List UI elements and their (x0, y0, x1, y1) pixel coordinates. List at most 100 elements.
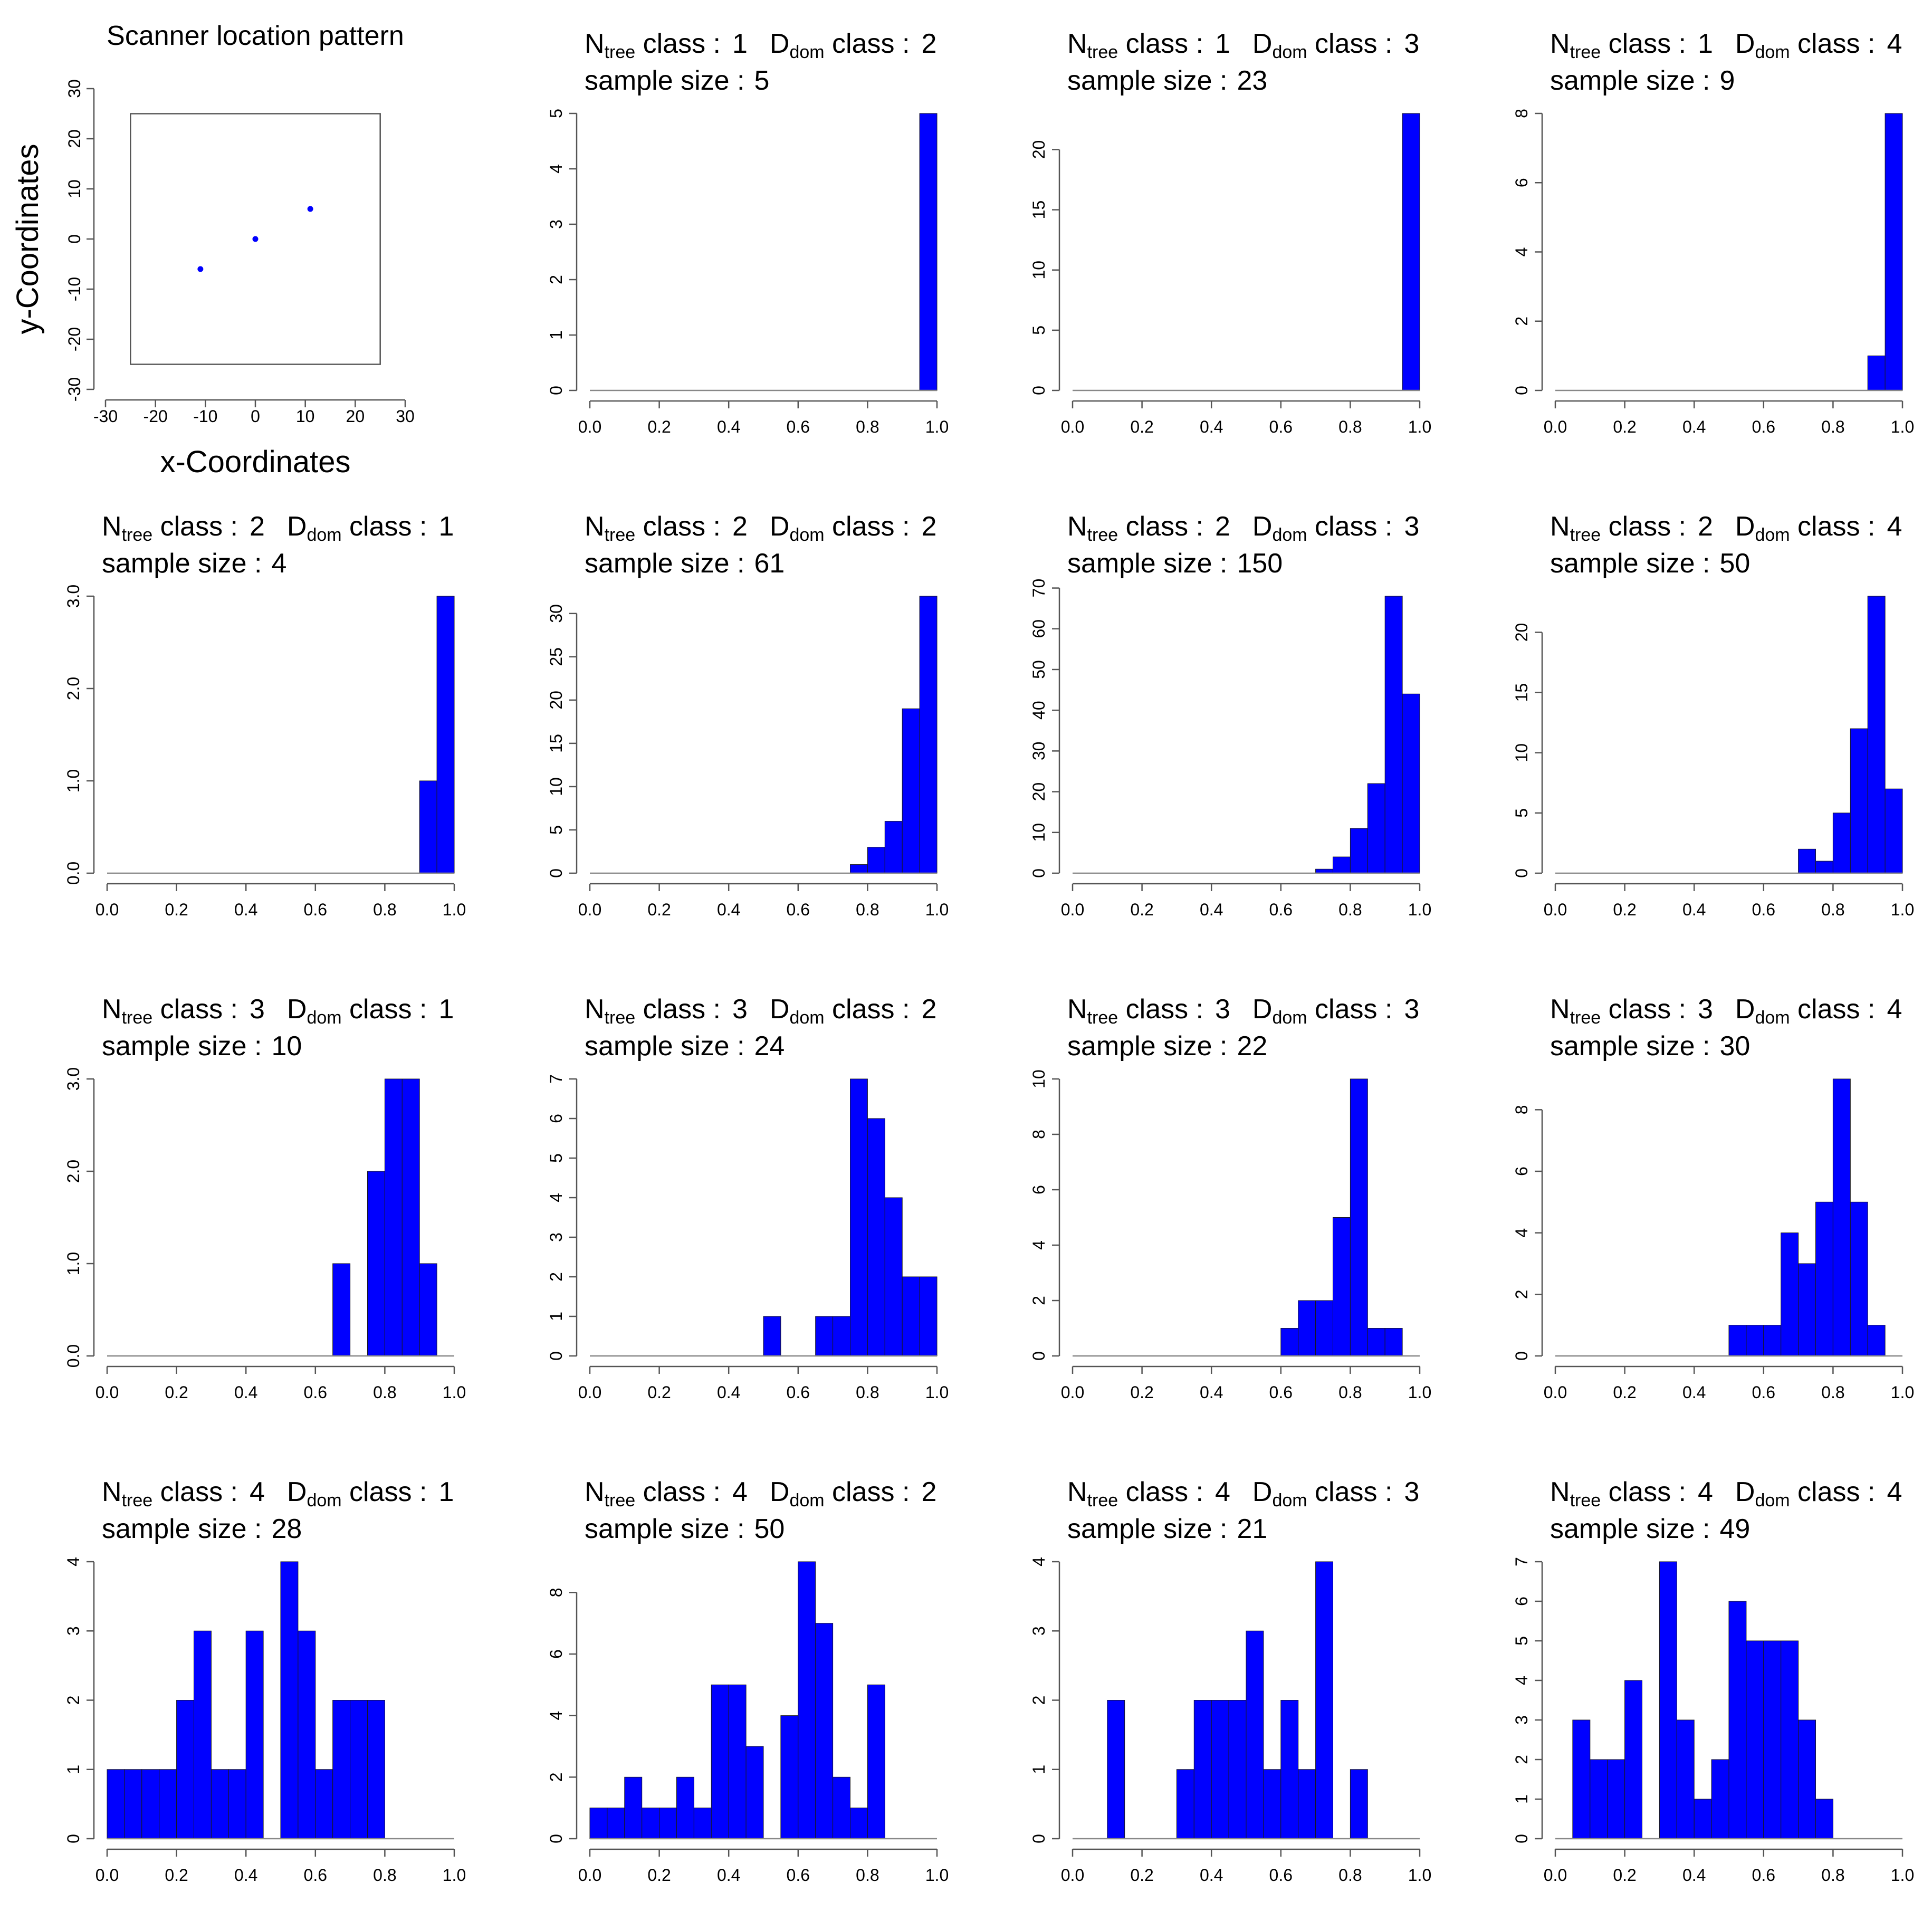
ntree-symbol: N (585, 511, 605, 542)
histogram-y-tick-label: 2 (1029, 1696, 1048, 1705)
histogram-bar (1263, 1769, 1281, 1839)
histogram-bar (1280, 1700, 1299, 1839)
ddom-subscript: dom (1272, 1490, 1307, 1511)
scatter-x-tick-label: -30 (93, 407, 118, 426)
histogram-bar (1850, 1201, 1868, 1356)
histogram-bar (176, 1700, 195, 1839)
ntree-class-word: class : (1118, 1477, 1203, 1507)
scatter-x-tick-label: 20 (346, 407, 365, 426)
histogram-bar (659, 1808, 677, 1839)
histogram-x-tick-label: 0.8 (1338, 1383, 1362, 1402)
sample-size-label: sample size : (585, 548, 744, 579)
histogram-bar (1815, 861, 1833, 874)
histogram-x-tick-label: 0.8 (1821, 417, 1844, 436)
histogram-y-tick-label: 8 (1029, 1130, 1048, 1139)
ntree-class-value: 4 (250, 1477, 265, 1507)
histogram-y-tick-label: 20 (1512, 623, 1531, 642)
histogram-bar (919, 1276, 938, 1356)
ddom-symbol: D (287, 511, 307, 542)
histogram-bar (245, 1630, 264, 1839)
histogram-x-tick-label: 1.0 (1891, 1383, 1914, 1402)
histogram-bar (1298, 1300, 1316, 1356)
ntree-symbol: N (102, 511, 122, 542)
histogram-bar (763, 1316, 781, 1356)
histogram-x-tick-label: 0.2 (165, 1383, 188, 1402)
ntree-class-value: 4 (732, 1477, 748, 1507)
histogram-x-tick-label: 0.8 (373, 1383, 396, 1402)
ddom-class-word: class : (1307, 1477, 1393, 1507)
histogram-y-tick-label: 2 (547, 275, 566, 284)
histogram-x-tick-label: 0.2 (1130, 1866, 1153, 1885)
histogram-bar (1781, 1232, 1799, 1356)
ntree-class-value: 4 (1698, 1477, 1713, 1507)
histogram-y-tick-label: 0 (1029, 1834, 1048, 1843)
panel-sample-size: sample size : 10 (102, 1031, 302, 1062)
ddom-subscript: dom (307, 525, 341, 545)
histogram-bar (1315, 1561, 1334, 1839)
histogram-x-tick-label: 0.2 (647, 417, 671, 436)
ntree-class-value: 2 (732, 511, 748, 542)
histogram-y-tick-label: 10 (1512, 743, 1531, 762)
histogram-bar (1333, 1217, 1351, 1356)
ntree-subscript: tree (605, 42, 636, 62)
scatter-x-tick-label: -10 (193, 407, 217, 426)
histogram-x-tick-label: 0.6 (304, 900, 327, 919)
sample-size-label: sample size : (1550, 1514, 1710, 1544)
scanner-point (307, 206, 313, 212)
histogram-x-tick-label: 1.0 (1408, 900, 1431, 919)
histogram-y-tick-label: 3 (1512, 1715, 1531, 1725)
histogram-bar (693, 1808, 712, 1839)
scanner-point (197, 266, 204, 272)
sample-size-value: 30 (1719, 1031, 1750, 1062)
sample-size-value: 61 (754, 548, 785, 579)
ntree-class-value: 1 (1215, 28, 1230, 59)
histogram-y-tick-label: 0 (547, 1834, 566, 1843)
ddom-class-value: 1 (438, 1477, 454, 1507)
histogram-x-tick-label: 0.0 (1061, 1866, 1084, 1885)
histogram-y-tick-label: 3 (547, 1232, 566, 1242)
histogram-x-tick-label: 1.0 (1891, 900, 1914, 919)
histogram-x-tick-label: 0.6 (787, 1866, 810, 1885)
histogram-bar (280, 1561, 299, 1839)
histogram-y-tick-label: 0 (1029, 1351, 1048, 1361)
panel-sample-size: sample size : 50 (585, 1514, 785, 1544)
histogram-y-tick-label: 60 (1029, 619, 1048, 638)
histogram-y-tick-label: 10 (1029, 823, 1048, 842)
histogram-bar (419, 780, 437, 874)
histogram-x-tick-label: 0.2 (1130, 900, 1153, 919)
histogram-y-tick-label: 0.0 (64, 862, 83, 885)
histogram-bar (745, 1746, 764, 1839)
histogram-bar (815, 1623, 834, 1839)
ddom-class-word: class : (1790, 511, 1876, 542)
panel-sample-size: sample size : 61 (585, 548, 785, 579)
ddom-class-word: class : (1790, 994, 1876, 1025)
ntree-subscript: tree (1087, 1490, 1118, 1511)
panel-title: Ntree class : 1 Ddom class : 3 (1067, 28, 1419, 62)
ddom-class-word: class : (342, 1477, 427, 1507)
histogram-y-tick-label: 2 (1512, 317, 1531, 326)
sample-size-value: 50 (754, 1514, 785, 1544)
histogram-bar (1624, 1680, 1643, 1839)
panel-sample-size: sample size : 22 (1067, 1031, 1267, 1062)
histogram-bar (1402, 113, 1420, 391)
ddom-symbol: D (1735, 994, 1755, 1025)
histogram-y-tick-label: 2 (547, 1272, 566, 1282)
histogram-x-tick-label: 0.6 (1752, 1866, 1775, 1885)
histogram-bar (141, 1769, 160, 1839)
ntree-symbol: N (1067, 1477, 1087, 1507)
ntree-symbol: N (1550, 511, 1570, 542)
ntree-class-value: 1 (732, 28, 748, 59)
histogram-x-tick-label: 0.4 (1682, 1866, 1706, 1885)
histogram-x-tick-label: 0.8 (373, 900, 396, 919)
ntree-symbol: N (1550, 994, 1570, 1025)
sample-size-label: sample size : (585, 65, 744, 96)
ddom-class-word: class : (825, 511, 910, 542)
histogram-x-tick-label: 0.0 (578, 417, 601, 436)
panel-title: Ntree class : 4 Ddom class : 3 (1067, 1477, 1419, 1511)
histogram-x-tick-label: 0.2 (1130, 1383, 1153, 1402)
histogram-y-tick-label: 2 (64, 1696, 83, 1705)
ntree-class-value: 4 (1215, 1477, 1230, 1507)
panel-sample-size: sample size : 24 (585, 1031, 785, 1062)
